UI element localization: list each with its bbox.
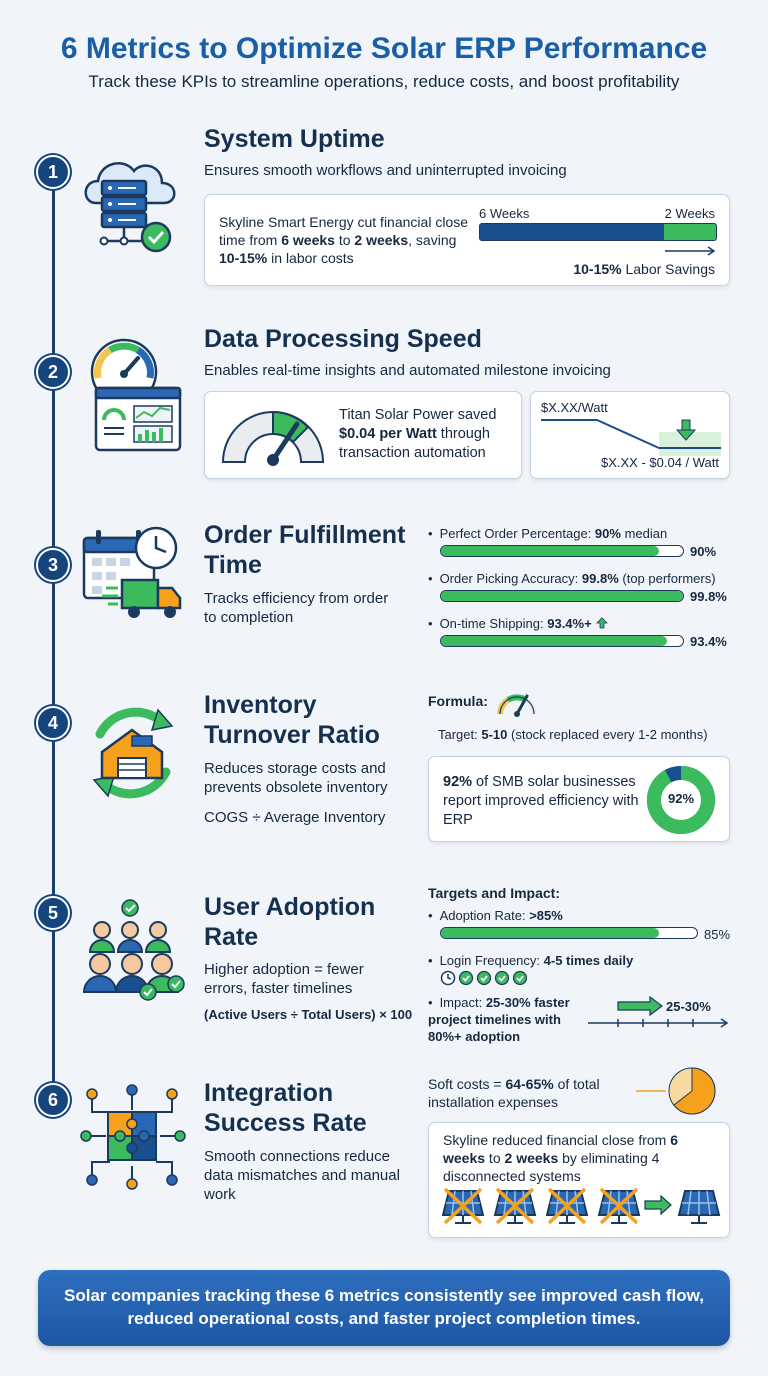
arrow-up-icon <box>595 617 608 629</box>
stat-picking-accuracy-fill <box>441 591 683 601</box>
stat-ontime-shipping-bar <box>440 635 684 647</box>
page-title: 6 Metrics to Optimize Solar ERP Performa… <box>60 32 708 65</box>
soft-costs-pie-chart <box>636 1067 716 1115</box>
stat-picking-accuracy-label: Order Picking Accuracy: 99.8% (top perfo… <box>428 571 716 588</box>
warehouse-cycle-icon <box>92 707 174 799</box>
weeks-progress-fill <box>480 224 665 240</box>
footer-banner: Solar companies tracking these 6 metrics… <box>38 1270 730 1346</box>
price-drop-chart <box>541 419 721 456</box>
metric-2-card: Titan Solar Power saved $0.04 per Watt t… <box>204 391 522 479</box>
step-number-4: 4 <box>36 706 70 740</box>
weeks-progress-bar <box>479 223 717 241</box>
price-top-label: $X.XX/Watt <box>541 400 608 415</box>
cloud-server-icon <box>84 162 176 253</box>
metric-4-formula: COGS ÷ Average Inventory <box>204 809 386 826</box>
impact-value: 25-30% <box>666 999 711 1014</box>
metric-1-title: System Uptime <box>204 125 385 153</box>
calendar-truck-icon <box>82 526 182 618</box>
metric-4-title: Inventory Turnover Ratio <box>204 691 380 749</box>
metric-2-description: Enables real-time insights and automated… <box>204 362 611 379</box>
page-subtitle: Track these KPIs to streamline operation… <box>88 72 680 91</box>
metric-6-card-text: Skyline reduced financial close from 6 w… <box>443 1132 679 1185</box>
adoption-rate-bar <box>440 927 698 939</box>
stat-perfect-order-label: Perfect Order Percentage: 90% median <box>428 526 668 543</box>
stat-ontime-shipping-label: On-time Shipping: 93.4%+ <box>428 616 608 633</box>
adoption-rate-value: 85% <box>704 927 731 942</box>
user-group-icon <box>82 899 185 1001</box>
bar-end-label: 2 Weeks <box>664 206 715 221</box>
impact-label: Impact: 25-30% faster project timelines … <box>428 995 598 1046</box>
efficiency-donut-chart <box>647 766 715 834</box>
metric-6-description: Smooth connections reduce data mismatche… <box>204 1148 400 1203</box>
metric-3-title: Order Fulfillment Time <box>204 521 406 579</box>
step-number-6: 6 <box>36 1083 70 1117</box>
step-number-1: 1 <box>36 155 70 189</box>
formula-label: Formula: <box>428 693 488 709</box>
soft-costs-pie-slice <box>673 1067 716 1115</box>
metric-5-description: Higher adoption = fewer errors, faster t… <box>204 961 364 997</box>
metric-5-formula: (Active Users ÷ Total Users) × 100 <box>204 1007 413 1022</box>
metric-1-card-text: Skyline Smart Energy cut financial close… <box>219 214 468 267</box>
metric-2-title: Data Processing Speed <box>204 325 482 353</box>
donut-label: 92% <box>667 791 695 806</box>
puzzle-network-icon <box>80 1084 186 1190</box>
metric-1-description: Ensures smooth workflows and uninterrupt… <box>204 162 567 179</box>
stat-picking-accuracy-bar <box>440 590 684 602</box>
stat-ontime-shipping-value: 93.4% <box>690 634 727 649</box>
metric-4-card: 92% of SMB solar businesses report impro… <box>428 756 730 842</box>
mini-gauge-icon <box>497 694 537 717</box>
disconnected-systems-icon <box>442 1187 720 1225</box>
metric-4-card-text: 92% of SMB solar businesses report impro… <box>443 774 639 828</box>
stat-ontime-shipping-fill <box>441 636 668 646</box>
bar-start-label: 6 Weeks <box>479 206 530 221</box>
login-frequency-label: Login Frequency: 4-5 times daily <box>428 953 634 970</box>
step-number-5: 5 <box>36 896 70 930</box>
soft-costs-text: Soft costs = 64-65% of total installatio… <box>428 1076 600 1111</box>
stat-picking-accuracy-value: 99.8% <box>690 589 727 604</box>
timeline-line <box>52 170 55 1100</box>
price-card: $X.XX/Watt $X.XX - $0.04 / Watt <box>530 391 730 479</box>
login-checks-icon <box>440 970 528 986</box>
targets-heading: Targets and Impact: <box>428 885 560 901</box>
metric-6-title: Integration Success Rate <box>204 1079 367 1137</box>
adoption-rate-fill <box>441 928 659 938</box>
stat-perfect-order-value: 90% <box>690 544 717 559</box>
metric-4-description: Reduces storage costs and prevents obsol… <box>204 760 388 796</box>
target-label: Target: 5-10 (stock replaced every 1-2 m… <box>438 727 708 742</box>
efficiency-donut-arc <box>647 766 715 834</box>
metric-3-description: Tracks efficiency from order to completi… <box>204 590 389 626</box>
stat-perfect-order-fill <box>441 546 659 556</box>
metric-6-card: Skyline reduced financial close from 6 w… <box>428 1122 730 1238</box>
speedometer-dashboard-icon <box>90 338 182 452</box>
step-number-2: 2 <box>36 355 70 389</box>
metric-1-card: Skyline Smart Energy cut financial close… <box>204 194 730 286</box>
price-bottom-label: $X.XX - $0.04 / Watt <box>600 455 719 470</box>
metric-2-card-text: Titan Solar Power saved $0.04 per Watt t… <box>339 407 497 461</box>
adoption-rate-label: Adoption Rate: >85% <box>428 908 563 925</box>
metric-5-title: User Adoption Rate <box>204 893 376 951</box>
gauge-icon <box>221 410 325 466</box>
step-number-3: 3 <box>36 548 70 582</box>
impact-timeline-chart <box>588 996 729 1028</box>
arrow-right-icon <box>665 246 716 256</box>
labor-savings-label: 10-15% Labor Savings <box>573 261 715 277</box>
stat-perfect-order-bar <box>440 545 684 557</box>
